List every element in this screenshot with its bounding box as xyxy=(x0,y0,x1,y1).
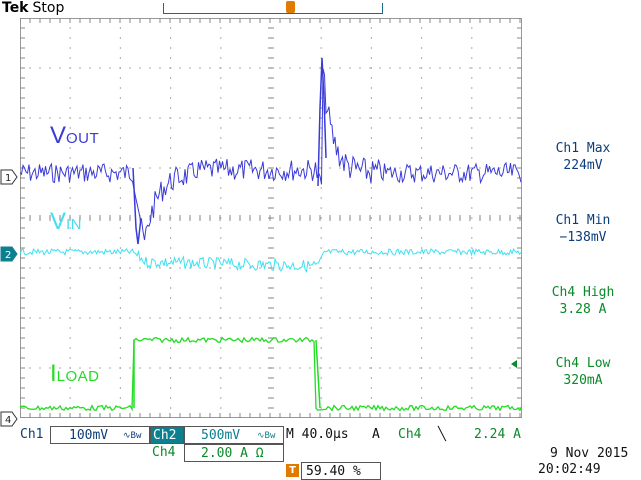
brand-status: Tek Stop xyxy=(2,0,64,16)
trigger-mode: A xyxy=(372,427,380,442)
ch1-label[interactable]: Ch1 xyxy=(20,427,44,442)
trigger-position-icon: T xyxy=(286,464,299,477)
iload-fall-edge xyxy=(315,339,321,409)
measurement-value: −138mV xyxy=(559,230,607,245)
trigger-source[interactable]: Ch4 xyxy=(398,427,422,442)
ch4-ground-marker[interactable]: 4 xyxy=(0,411,18,427)
trigger-slope-icon: ╲ xyxy=(438,427,446,442)
ch4-scale-box[interactable]: 2.00 A Ω xyxy=(184,444,284,462)
vout-spike xyxy=(317,57,327,187)
measurement-ch4-low: Ch4 Low 320mA xyxy=(528,355,638,389)
timebase[interactable]: M 40.0µs xyxy=(286,427,349,442)
ch1-bandwidth-icon: ∿Bw xyxy=(123,431,142,441)
ch4-scale: 2.00 A Ω xyxy=(201,446,264,461)
ch2-label: Ch2 xyxy=(153,428,177,443)
ch1-ground-marker[interactable]: 1 xyxy=(0,169,18,185)
ch2-scale-box[interactable]: 500mV ∿Bw xyxy=(184,426,284,444)
measurement-name: Ch4 Low xyxy=(555,356,611,371)
measurement-value: 320mA xyxy=(563,373,603,388)
vin-trace xyxy=(20,247,522,274)
ch1-scale-box[interactable]: 100mV ∿Bw xyxy=(50,426,150,444)
ch2-ground-marker[interactable]: 2 xyxy=(0,246,18,262)
measurement-value: 3.28 A xyxy=(559,302,607,317)
iload-trace xyxy=(20,336,522,412)
ch2-scale: 500mV xyxy=(201,428,241,443)
measurement-name: Ch4 High xyxy=(551,285,615,300)
brand-logo: Tek xyxy=(2,0,29,16)
iload-label: ILOAD xyxy=(50,360,100,387)
date: 9 Nov 2015 xyxy=(550,446,629,461)
waveform-traces xyxy=(20,57,522,412)
time: 20:02:49 xyxy=(538,462,601,477)
acquisition-status: Stop xyxy=(32,0,65,16)
trigger-position: 59.40 % xyxy=(306,464,361,479)
ch2-label-box[interactable]: Ch2 xyxy=(150,426,184,444)
ch2-bandwidth-icon: ∿Bw xyxy=(257,431,276,441)
trigger-level-arrow-icon xyxy=(511,360,517,368)
svg-text:4: 4 xyxy=(5,415,11,426)
record-trigger-marker xyxy=(286,1,295,13)
ch4-label[interactable]: Ch4 xyxy=(152,445,176,460)
svg-text:2: 2 xyxy=(5,250,11,261)
graticule-grid xyxy=(20,18,522,418)
measurement-value: 224mV xyxy=(563,158,603,173)
vout-label: VOUT xyxy=(50,122,100,149)
vout-dip xyxy=(132,167,142,245)
waveform-display xyxy=(20,18,522,418)
trigger-level[interactable]: 2.24 A xyxy=(474,427,521,442)
measurement-name: Ch1 Min xyxy=(555,213,611,228)
vout-trace xyxy=(20,68,522,241)
measurement-ch1-min: Ch1 Min −138mV xyxy=(528,212,638,246)
ch1-scale: 100mV xyxy=(69,428,109,443)
measurement-name: Ch1 Max xyxy=(555,141,611,156)
trigger-position-box[interactable]: 59.40 % xyxy=(301,462,381,480)
vin-label: VIN xyxy=(50,208,83,235)
measurement-ch1-max: Ch1 Max 224mV xyxy=(528,140,638,174)
measurement-ch4-high: Ch4 High 3.28 A xyxy=(528,284,638,318)
record-view-bar xyxy=(163,3,383,14)
svg-text:1: 1 xyxy=(5,173,11,184)
